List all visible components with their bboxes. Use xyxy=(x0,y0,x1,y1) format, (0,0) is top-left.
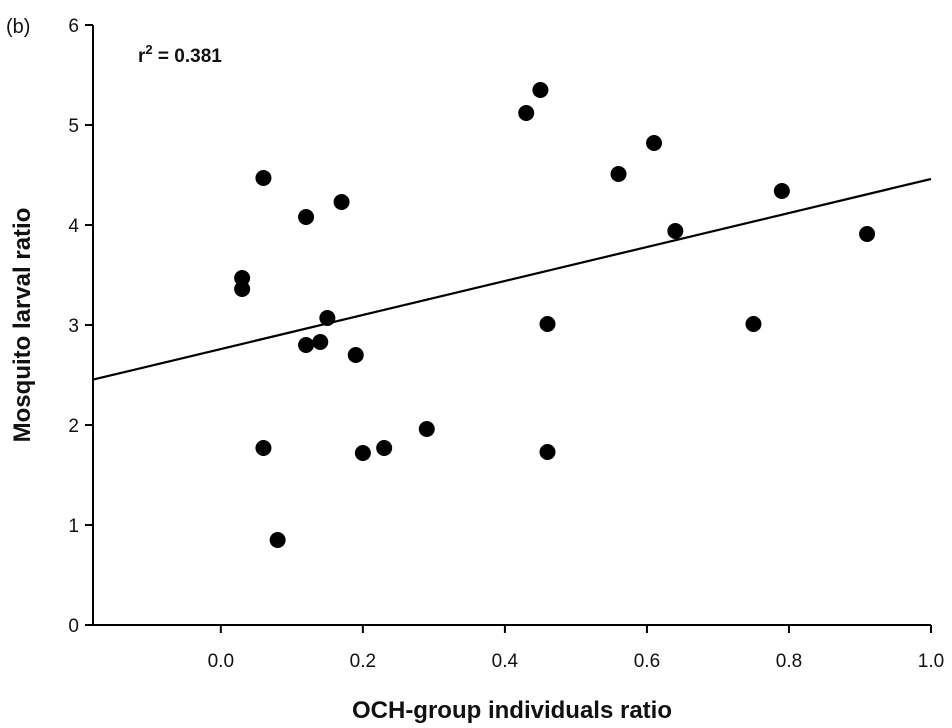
data-point xyxy=(376,440,393,456)
data-point xyxy=(745,316,762,332)
r-squared-annotation: r2 = 0.381 xyxy=(138,42,222,67)
data-point xyxy=(312,334,329,350)
data-point xyxy=(255,440,272,456)
y-tick-label: 3 xyxy=(68,316,79,337)
data-point xyxy=(255,170,272,186)
data-points xyxy=(234,82,876,548)
y-tick-label: 1 xyxy=(68,516,79,537)
trendline xyxy=(92,177,932,381)
data-point xyxy=(418,421,435,437)
x-tick-label: 0.8 xyxy=(776,651,802,672)
data-point xyxy=(298,209,315,225)
data-point xyxy=(667,223,684,239)
x-tick-label: 0.4 xyxy=(492,651,519,672)
panel-label: (b) xyxy=(6,16,30,38)
data-point xyxy=(354,445,371,461)
data-point xyxy=(518,105,535,121)
data-point xyxy=(532,82,549,98)
data-point xyxy=(773,183,790,199)
data-point xyxy=(234,270,251,286)
data-point xyxy=(539,444,556,460)
y-tick-label: 2 xyxy=(68,416,79,437)
trendline-group xyxy=(92,177,932,381)
data-point xyxy=(234,281,251,297)
x-tick-label: 0.2 xyxy=(350,651,376,672)
y-tick-label: 4 xyxy=(68,216,79,237)
data-point xyxy=(269,532,286,548)
y-tick-label: 0 xyxy=(68,616,79,637)
data-point xyxy=(347,347,364,363)
data-point xyxy=(646,135,663,151)
data-point xyxy=(333,194,350,210)
data-point xyxy=(298,337,315,353)
axes: 0 1 2 3 4 5 6 0.0 0.2 0.4 0.6 0.8 1.0 xyxy=(68,16,944,672)
y-tick-label: 5 xyxy=(68,116,79,137)
data-point xyxy=(859,226,876,242)
y-axis-title: Mosquito larval ratio xyxy=(9,208,36,443)
x-tick-label: 1.0 xyxy=(918,651,944,672)
r-squared-sup: 2 xyxy=(145,42,152,57)
x-tick-label: 0.0 xyxy=(208,651,234,672)
x-tick-label: 0.6 xyxy=(634,651,660,672)
r-squared-base: r xyxy=(138,46,146,67)
data-point xyxy=(319,310,336,326)
data-point xyxy=(610,166,627,182)
y-tick-label: 6 xyxy=(68,16,79,37)
x-axis-title: OCH-group individuals ratio xyxy=(352,697,672,724)
data-point xyxy=(539,316,556,332)
r-squared-value: = 0.381 xyxy=(153,46,223,67)
